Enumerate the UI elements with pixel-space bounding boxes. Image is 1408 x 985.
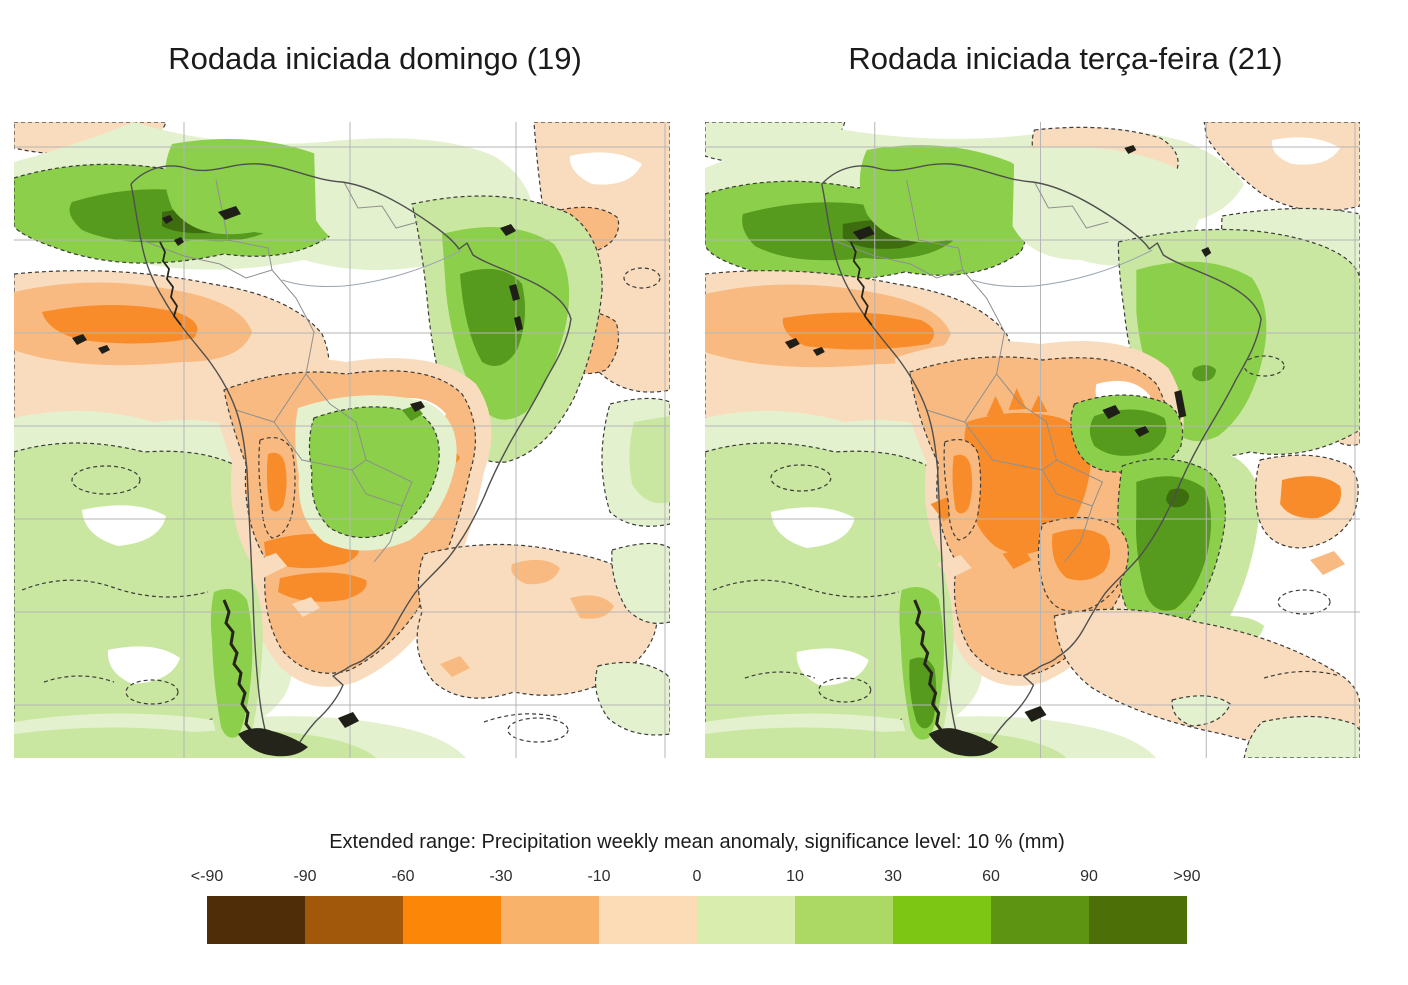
legend-tick: 90: [1080, 868, 1098, 885]
legend-tick: -30: [489, 868, 513, 885]
anomaly-fill-regions: [14, 122, 670, 758]
legend-tick-labels: <-90 -90 -60 -30 -10 0 10 30 60 90 >90: [191, 868, 1201, 888]
colorbar-segment: [795, 896, 893, 944]
colorbar-segment: [893, 896, 991, 944]
map-title-left: Rodada iniciada domingo (19): [168, 41, 582, 76]
graticule: [14, 122, 670, 758]
contour-lines: [21, 267, 661, 743]
colorbar-segment: [991, 896, 1089, 944]
legend-tick: >90: [1173, 868, 1201, 885]
country-borders: [140, 179, 463, 563]
precip-anomaly-map-tuesday: [705, 122, 1360, 758]
legend-title: Extended range: Precipitation weekly mea…: [329, 831, 1065, 853]
anomaly-fill-regions: [705, 122, 1360, 758]
map-title-right: Rodada iniciada terça-feira (21): [848, 41, 1283, 76]
legend-tick: -60: [391, 868, 415, 885]
colorbar-segment: [1089, 896, 1187, 944]
terrain-hatching: [784, 145, 1212, 757]
colorbar-segment: [403, 896, 501, 944]
colorbar-segment: [599, 896, 697, 944]
legend-tick: 10: [786, 868, 804, 885]
legend-tick: 60: [982, 868, 1000, 885]
legend-tick: 30: [884, 868, 902, 885]
country-borders: [831, 179, 1153, 563]
terrain-hatching: [72, 206, 523, 757]
graticule: [705, 122, 1360, 758]
colorbar-segment: [697, 896, 795, 944]
legend-tick: -90: [293, 868, 317, 885]
colorbar-segment: [501, 896, 599, 944]
precip-anomaly-map-sunday: [14, 122, 670, 758]
colorbar-segment: [207, 896, 305, 944]
legend-colorbar: [207, 896, 1187, 944]
contour-lines: [712, 355, 1341, 703]
colorbar-segment: [305, 896, 403, 944]
legend-tick: -10: [587, 868, 611, 885]
legend-tick: 0: [692, 868, 702, 885]
legend-tick: <-90: [190, 868, 224, 885]
